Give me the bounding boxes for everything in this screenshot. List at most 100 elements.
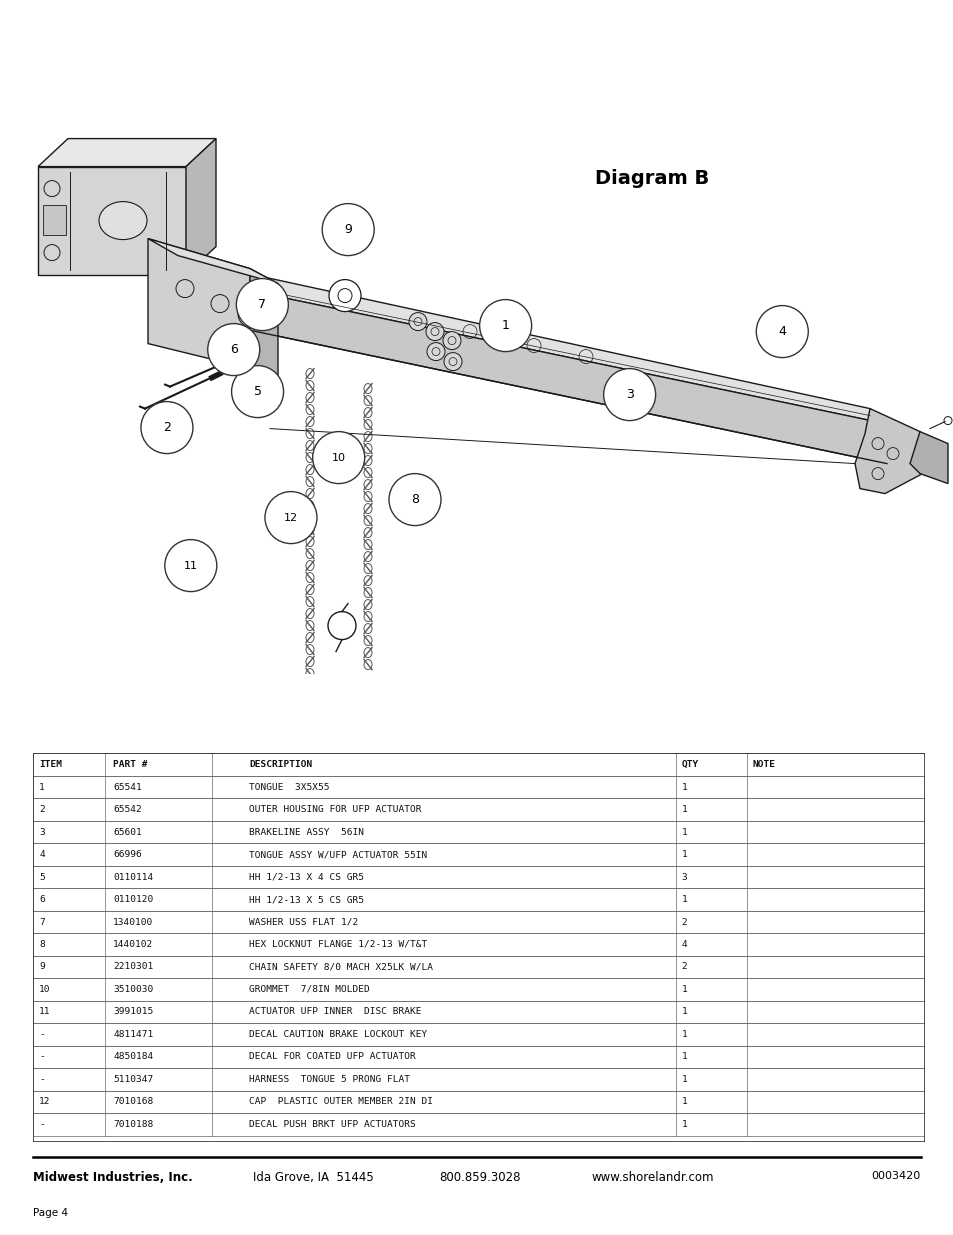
Text: 1: 1 (680, 805, 686, 814)
Text: HARNESS  TONGUE 5 PRONG FLAT: HARNESS TONGUE 5 PRONG FLAT (249, 1074, 410, 1084)
Polygon shape (909, 431, 947, 484)
Text: HH 1/2-13 X 5 CS GR5: HH 1/2-13 X 5 CS GR5 (249, 895, 363, 904)
Text: WASHER USS FLAT 1/2: WASHER USS FLAT 1/2 (249, 918, 357, 926)
Text: 1: 1 (680, 986, 686, 994)
Circle shape (409, 312, 427, 331)
Text: -: - (39, 1120, 45, 1129)
Text: Ida Grove, IA  51445: Ida Grove, IA 51445 (253, 1171, 374, 1184)
Text: 1: 1 (680, 1008, 686, 1016)
Circle shape (165, 540, 216, 592)
Circle shape (322, 204, 374, 256)
Text: ITEM: ITEM (39, 760, 62, 769)
Text: 1: 1 (680, 1098, 686, 1107)
Text: 8: 8 (411, 493, 418, 506)
Polygon shape (148, 238, 277, 284)
Text: 3: 3 (39, 827, 45, 836)
Text: 12: 12 (39, 1098, 51, 1107)
Text: 0110120: 0110120 (113, 895, 153, 904)
Text: -: - (39, 1074, 45, 1084)
Polygon shape (38, 167, 186, 274)
Text: 1: 1 (680, 1120, 686, 1129)
Text: 4850184: 4850184 (113, 1052, 153, 1061)
Text: 1: 1 (680, 827, 686, 836)
Text: TONGUE  3X5X55: TONGUE 3X5X55 (249, 783, 329, 792)
Polygon shape (43, 205, 66, 235)
Circle shape (603, 368, 655, 421)
Text: Midwest Industries, Inc.: Midwest Industries, Inc. (33, 1171, 193, 1184)
Text: ACTUATOR UFP INNER  DISC BRAKE: ACTUATOR UFP INNER DISC BRAKE (249, 1008, 421, 1016)
Text: 11: 11 (39, 1008, 51, 1016)
Text: 1340100: 1340100 (113, 918, 153, 926)
Text: 5110347: 5110347 (113, 1074, 153, 1084)
Circle shape (389, 473, 440, 526)
Text: QTY: QTY (680, 760, 698, 769)
Circle shape (236, 279, 288, 331)
Circle shape (442, 331, 460, 350)
Polygon shape (38, 138, 215, 167)
Circle shape (756, 305, 807, 358)
Polygon shape (250, 268, 277, 384)
Text: 8: 8 (39, 940, 45, 948)
Text: 7010168: 7010168 (113, 1098, 153, 1107)
Text: 1: 1 (680, 783, 686, 792)
Text: -: - (39, 1052, 45, 1061)
Text: 7: 7 (258, 298, 266, 311)
Text: 65601: 65601 (113, 827, 142, 836)
Text: 2: 2 (163, 421, 171, 433)
Text: www.shorelandr.com: www.shorelandr.com (591, 1171, 713, 1184)
Text: 0003420: 0003420 (870, 1171, 920, 1181)
Text: BRAKELINE ASSY  56IN: BRAKELINE ASSY 56IN (249, 827, 363, 836)
Text: CAP  PLASTIC OUTER MEMBER 2IN DI: CAP PLASTIC OUTER MEMBER 2IN DI (249, 1098, 433, 1107)
Text: 3991015: 3991015 (113, 1008, 153, 1016)
Text: 4: 4 (39, 850, 45, 860)
Text: DECAL CAUTION BRAKE LOCKOUT KEY: DECAL CAUTION BRAKE LOCKOUT KEY (249, 1030, 427, 1039)
Ellipse shape (99, 201, 147, 240)
Circle shape (427, 342, 444, 361)
Text: 10: 10 (39, 986, 51, 994)
Circle shape (443, 352, 461, 370)
Text: NOTE: NOTE (752, 760, 775, 769)
Text: 1: 1 (680, 1052, 686, 1061)
Circle shape (329, 279, 360, 311)
Text: 2: 2 (39, 805, 45, 814)
Text: 1: 1 (680, 850, 686, 860)
Text: 6: 6 (230, 343, 237, 356)
Polygon shape (225, 268, 884, 424)
Text: OUTER HOUSING FOR UFP ACTUATOR: OUTER HOUSING FOR UFP ACTUATOR (249, 805, 421, 814)
Text: Page 4: Page 4 (33, 1208, 69, 1218)
Text: 2210301: 2210301 (113, 962, 153, 972)
Text: 11: 11 (184, 561, 197, 571)
Text: Diagram B: Diagram B (595, 169, 708, 188)
Text: 9: 9 (344, 224, 352, 236)
Text: 0110114: 0110114 (113, 873, 153, 882)
Text: 6: 6 (39, 895, 45, 904)
Text: DESCRIPTION: DESCRIPTION (249, 760, 312, 769)
Circle shape (426, 322, 443, 341)
Text: 12: 12 (284, 513, 297, 522)
Text: 1: 1 (501, 319, 509, 332)
Text: 1: 1 (39, 783, 45, 792)
Text: 5: 5 (253, 385, 261, 398)
Circle shape (232, 366, 283, 417)
Text: 65542: 65542 (113, 805, 142, 814)
Text: 1: 1 (680, 1074, 686, 1084)
Text: 1: 1 (680, 895, 686, 904)
Text: 4811471: 4811471 (113, 1030, 153, 1039)
Polygon shape (240, 289, 886, 463)
Text: GROMMET  7/8IN MOLDED: GROMMET 7/8IN MOLDED (249, 986, 369, 994)
Text: 5: 5 (39, 873, 45, 882)
Text: PART #: PART # (113, 760, 148, 769)
Circle shape (208, 324, 259, 375)
Text: 66996: 66996 (113, 850, 142, 860)
Circle shape (313, 431, 364, 484)
Text: 4: 4 (778, 325, 785, 338)
Text: 65541: 65541 (113, 783, 142, 792)
Text: 4: 4 (680, 940, 686, 948)
Text: 10: 10 (332, 452, 345, 463)
Text: 3: 3 (680, 873, 686, 882)
Text: TONGUE ASSY W/UFP ACTUATOR 55IN: TONGUE ASSY W/UFP ACTUATOR 55IN (249, 850, 427, 860)
Polygon shape (854, 409, 931, 494)
Text: 2: 2 (680, 962, 686, 972)
Text: 7: 7 (39, 918, 45, 926)
Text: 9: 9 (39, 962, 45, 972)
